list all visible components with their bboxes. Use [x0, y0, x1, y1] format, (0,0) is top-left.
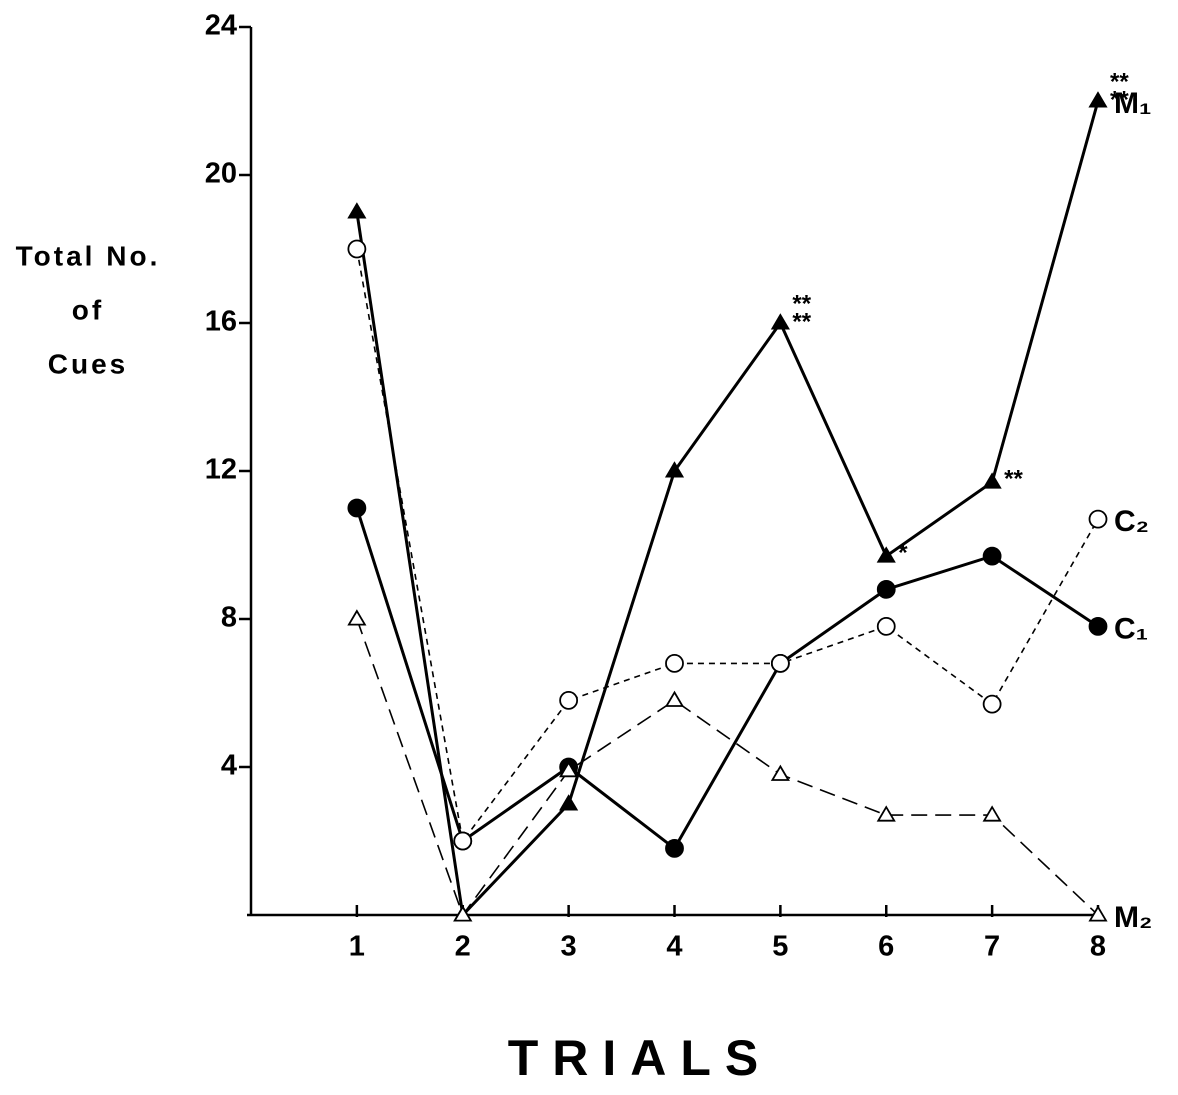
annotation: ** — [792, 308, 811, 335]
annotation: ** — [792, 290, 811, 317]
annotation: ** — [1110, 86, 1129, 113]
data-point — [453, 905, 473, 922]
data-point — [876, 805, 896, 822]
x-tick-label: 8 — [1090, 931, 1106, 963]
x-tick-label: 3 — [561, 931, 577, 963]
legend-label: M₁ — [1114, 87, 1151, 120]
y-tick-label: 12 — [205, 454, 237, 486]
series-line — [356, 618, 1099, 917]
legend-label: C₁ — [1114, 612, 1148, 645]
y-tick-label: 4 — [221, 750, 237, 782]
y-axis-label: Cues — [48, 348, 128, 379]
annotation: ** — [1110, 68, 1129, 95]
data-point — [770, 764, 790, 781]
data-point — [1088, 509, 1108, 529]
series-line — [355, 100, 1100, 919]
data-point — [982, 546, 1002, 566]
data-point — [876, 580, 896, 599]
x-tick-label: 1 — [349, 931, 365, 963]
legend-label: M₂ — [1114, 901, 1152, 934]
annotation: ** — [1004, 465, 1023, 492]
legend-label: C₂ — [1114, 505, 1149, 538]
data-point — [665, 839, 684, 858]
series-line — [356, 248, 1099, 843]
x-tick-label: 6 — [878, 931, 894, 963]
data-point — [770, 313, 790, 330]
data-point — [453, 831, 473, 851]
y-axis-label: of — [72, 294, 104, 325]
data-point — [347, 239, 367, 259]
data-point — [1088, 905, 1108, 922]
data-point — [559, 691, 579, 710]
data-point — [1088, 617, 1108, 636]
x-tick-label: 7 — [984, 931, 1000, 963]
y-tick-label: 16 — [205, 306, 237, 338]
data-point — [347, 202, 367, 219]
data-point — [664, 461, 685, 478]
data-point — [876, 546, 896, 563]
x-tick-label: 5 — [772, 931, 788, 963]
data-point — [347, 609, 367, 626]
data-point — [982, 472, 1002, 489]
x-tick-label: 4 — [666, 931, 682, 963]
data-point — [770, 654, 790, 673]
data-point — [982, 805, 1002, 822]
y-axis-label: Total No. — [16, 240, 161, 271]
y-tick-label: 8 — [221, 602, 237, 634]
data-point — [1088, 91, 1108, 108]
x-axis-label: TRIALS — [508, 1030, 773, 1086]
annotation: * — [898, 539, 908, 566]
data-point — [982, 694, 1002, 714]
data-point — [559, 794, 579, 811]
x-tick-label: 2 — [455, 931, 471, 963]
data-point — [664, 690, 685, 707]
data-point — [876, 617, 896, 636]
series-line — [355, 507, 1099, 851]
y-tick-label: 24 — [205, 10, 237, 42]
y-tick-label: 20 — [205, 158, 237, 190]
data-point — [559, 760, 579, 778]
data-point — [347, 498, 367, 518]
data-point — [665, 654, 684, 673]
